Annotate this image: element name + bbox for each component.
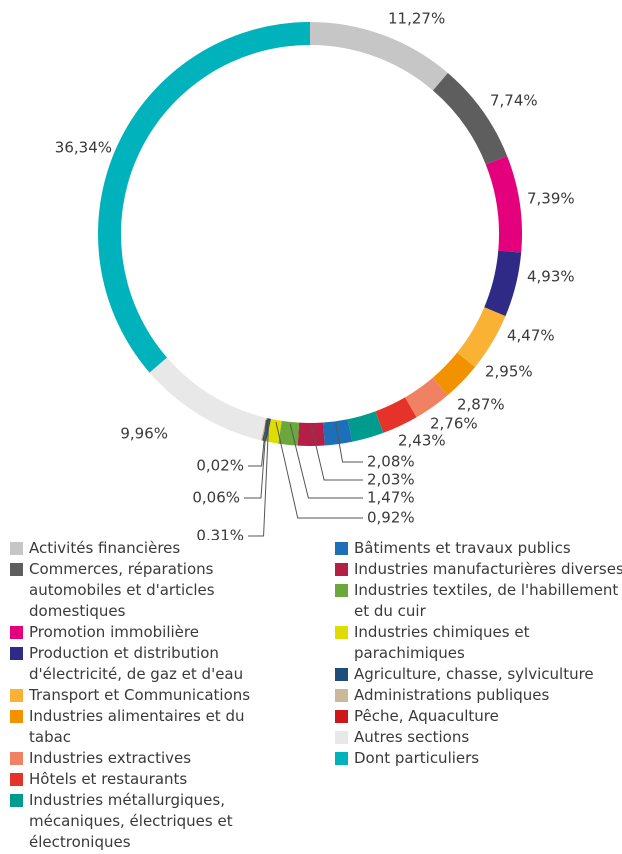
leader-line xyxy=(248,420,270,537)
legend-item: Industries manufacturières diverses xyxy=(335,559,622,580)
slice xyxy=(149,357,267,441)
slice xyxy=(310,22,448,91)
slice xyxy=(375,397,417,433)
value-label: 0,06% xyxy=(192,489,240,507)
legend-swatch xyxy=(10,563,23,576)
legend-swatch xyxy=(335,626,348,639)
value-label: 1,47% xyxy=(367,489,415,507)
slice xyxy=(347,411,384,442)
legend-item: Autres sections xyxy=(335,727,622,748)
legend-item: Industries alimentaires et du tabac xyxy=(10,706,274,748)
legend-item: Pêche, Aquaculture xyxy=(335,706,622,727)
legend-swatch xyxy=(10,710,23,723)
value-label: 11,27% xyxy=(388,10,445,28)
slice xyxy=(278,420,300,446)
slice xyxy=(98,22,310,373)
legend-item: Hôtels et restaurants xyxy=(10,769,274,790)
legend-swatch xyxy=(335,563,348,576)
value-label: 0,02% xyxy=(196,457,244,475)
leader-line xyxy=(275,421,363,519)
legend-swatch xyxy=(335,542,348,555)
legend-label: Industries alimentaires et du tabac xyxy=(29,707,245,746)
legend-label: Autres sections xyxy=(354,728,470,746)
legend-label: Hôtels et restaurants xyxy=(29,770,188,788)
legend-item: Activités financières xyxy=(10,538,274,559)
legend-item: Administrations publiques xyxy=(335,685,622,706)
legend-swatch xyxy=(335,710,348,723)
legend-swatch xyxy=(335,731,348,744)
legend-item: Promotion immobilière xyxy=(10,622,274,643)
value-label: 4,93% xyxy=(527,268,575,286)
legend-swatch xyxy=(10,542,23,555)
legend-swatch xyxy=(10,773,23,786)
legend-item: Industries chimiques et parachimiques xyxy=(335,622,622,664)
legend-label: Agriculture, chasse, sylviculture xyxy=(354,665,594,683)
slice xyxy=(432,72,508,165)
legend-label: Promotion immobilière xyxy=(29,623,199,641)
value-label: 2,03% xyxy=(367,471,415,489)
donut-chart: 11,27% 7,74% 7,39% 4,93% 4,47% 2,95% 2,87%2,76… xyxy=(55,10,575,541)
slice xyxy=(485,156,522,253)
legend-swatch xyxy=(335,689,348,702)
leader-line xyxy=(335,423,363,463)
legend-label: Industries manufacturières diverses xyxy=(354,560,622,578)
legend-swatch xyxy=(335,668,348,681)
value-label: 2,08% xyxy=(367,453,415,471)
legend-label: Industries métallurgiques, mécaniques, é… xyxy=(29,791,233,851)
legend-item: Industries extractives xyxy=(10,748,274,769)
legend-swatch xyxy=(335,584,348,597)
legend-swatch xyxy=(10,647,23,660)
legend-swatch xyxy=(10,752,23,765)
legend-item: Production et distribution d'électricité… xyxy=(10,643,274,685)
legend-item: Transport et Communications xyxy=(10,685,274,706)
legend: Bâtiments et travaux publics Industries m… xyxy=(335,538,622,769)
legend-label: Pêche, Aquaculture xyxy=(354,707,499,725)
legend-label: Industries chimiques et parachimiques xyxy=(354,623,530,662)
value-label: 2,87% xyxy=(457,396,505,414)
legend-item: Dont particuliers xyxy=(335,748,622,769)
legend-label: Bâtiments et travaux publics xyxy=(354,539,571,557)
legend-label: Administrations publiques xyxy=(354,686,550,704)
value-label: 2,95% xyxy=(485,363,533,381)
legend-label: Commerces, réparations automobiles et d'… xyxy=(29,560,215,620)
legend-label: Industries extractives xyxy=(29,749,192,767)
slice xyxy=(484,250,522,317)
slice xyxy=(457,307,506,368)
value-label: 36,34% xyxy=(55,139,112,157)
value-label: 0,92% xyxy=(367,509,415,527)
legend-label: Production et distribution d'électricité… xyxy=(29,644,244,683)
value-label: 0,31% xyxy=(196,527,244,541)
legend-item: Industries textiles, de l'habillement et… xyxy=(335,580,622,622)
leader-line xyxy=(310,424,363,481)
legend-label: Activités financières xyxy=(29,539,181,557)
legend-item: Industries métallurgiques, mécaniques, é… xyxy=(10,790,274,853)
value-label: 7,74% xyxy=(490,92,538,110)
leader-line xyxy=(248,419,267,467)
legend-swatch xyxy=(335,752,348,765)
legend-swatch xyxy=(10,689,23,702)
legend-item: Agriculture, chasse, sylviculture xyxy=(335,664,622,685)
legend-label: Transport et Communications xyxy=(29,686,251,704)
legend-swatch xyxy=(10,626,23,639)
value-label: 7,39% xyxy=(527,190,575,208)
legend-item: Commerces, réparations automobiles et d'… xyxy=(10,559,274,622)
legend-swatch xyxy=(10,794,23,807)
legend-item: Bâtiments et travaux publics xyxy=(335,538,622,559)
value-label: 2,43% xyxy=(398,432,446,450)
legend: Activités financières Commerces, réparati… xyxy=(10,538,310,853)
slice xyxy=(404,377,448,418)
legend-label: Industries textiles, de l'habillement et… xyxy=(354,581,619,620)
slice xyxy=(432,352,476,396)
value-label: 9,96% xyxy=(120,425,168,443)
slice xyxy=(266,418,282,444)
leader-line xyxy=(244,419,268,499)
value-label: 2,76% xyxy=(430,415,478,433)
legend-label: Dont particuliers xyxy=(354,749,480,767)
leader-line xyxy=(289,423,363,499)
slice xyxy=(297,422,325,447)
value-label: 4,47% xyxy=(507,327,555,345)
